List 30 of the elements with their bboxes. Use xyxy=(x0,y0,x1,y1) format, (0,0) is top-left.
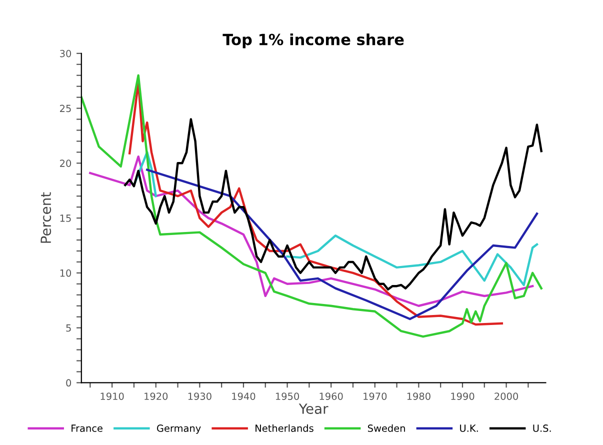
legend-label: Germany xyxy=(156,424,201,434)
x-tick-label: 1940 xyxy=(232,392,256,400)
x-tick-label: 1910 xyxy=(100,392,124,400)
x-tick-label: 1970 xyxy=(364,392,387,400)
legend-label: U.K. xyxy=(460,424,478,432)
line-series xyxy=(124,118,542,291)
x-axis-title: Year xyxy=(298,404,328,414)
legend-label: U.S. xyxy=(533,424,551,432)
line-series xyxy=(89,155,534,307)
line-series xyxy=(146,168,538,320)
x-tick-label: 1980 xyxy=(407,392,430,400)
y-tick-label: 0 xyxy=(66,379,72,387)
legend-label: France xyxy=(72,424,102,432)
y-tick-label: 25 xyxy=(60,104,71,112)
y-tick-label: 20 xyxy=(60,160,72,167)
x-tick-label: 1950 xyxy=(276,392,300,400)
x-tick-label: 1990 xyxy=(451,392,474,400)
x-tick-label: 1960 xyxy=(320,392,343,400)
line-series xyxy=(81,74,542,338)
legend-label: Netherlands xyxy=(256,424,314,432)
y-tick-label: 5 xyxy=(66,324,71,332)
x-tick-label: 1930 xyxy=(188,392,212,400)
y-tick-label: 10 xyxy=(60,269,72,277)
y-axis-title: Percent xyxy=(40,192,52,243)
chart-title: Top 1% income share xyxy=(222,33,404,48)
x-tick-label: 1920 xyxy=(144,392,168,400)
legend-label: Sweden xyxy=(368,424,405,432)
y-tick-label: 15 xyxy=(60,214,71,222)
y-tick-label: 30 xyxy=(60,50,72,58)
x-tick-label: 2000 xyxy=(494,392,518,400)
